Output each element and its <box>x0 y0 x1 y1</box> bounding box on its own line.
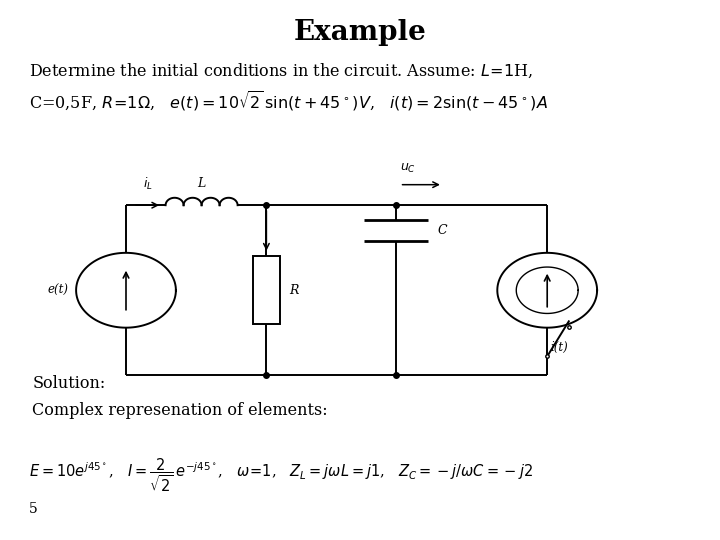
Text: Complex represenation of elements:: Complex represenation of elements: <box>32 402 328 419</box>
Text: $i_L$: $i_L$ <box>143 176 153 192</box>
Text: e(t): e(t) <box>48 284 69 297</box>
Text: $E = 10e^{j45^\circ}$,   $I = \dfrac{2}{\sqrt{2}}\,e^{-j45^\circ}$,   $\omega\!=: $E = 10e^{j45^\circ}$, $I = \dfrac{2}{\s… <box>29 456 533 494</box>
Text: C: C <box>437 224 446 237</box>
Text: Example: Example <box>294 19 426 46</box>
Text: 5: 5 <box>29 502 37 516</box>
Text: C=0,5F, $R\!=\!1\Omega$,   $e(t)=10\sqrt{2}\,\sin(t+45^\circ)V$,   $i(t)=2\sin(t: C=0,5F, $R\!=\!1\Omega$, $e(t)=10\sqrt{2… <box>29 89 548 113</box>
Text: Determine the initial conditions in the circuit. Assume: $L\!=\!1$H,: Determine the initial conditions in the … <box>29 62 533 80</box>
Text: Solution:: Solution: <box>32 375 106 392</box>
Bar <box>253 256 280 324</box>
Text: i(t): i(t) <box>551 341 569 354</box>
Text: R: R <box>289 284 298 297</box>
Text: L: L <box>197 177 206 190</box>
Text: $u_C$: $u_C$ <box>400 163 415 176</box>
